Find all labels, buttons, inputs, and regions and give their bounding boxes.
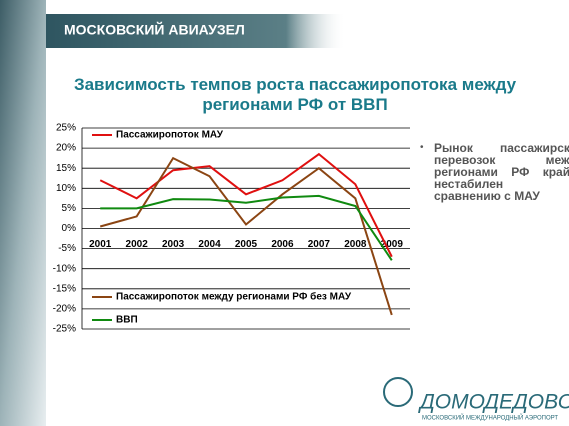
logo-name: ДОМОДЕДОВО — [418, 391, 569, 414]
x-tick-label: 2004 — [198, 239, 221, 250]
bullet-dot: • — [420, 142, 424, 153]
legend-label: Пассажиропоток МАУ — [116, 130, 224, 141]
side-image — [0, 0, 46, 426]
x-tick-label: 2009 — [381, 239, 404, 250]
y-tick-label: -10% — [53, 263, 76, 274]
series-line — [100, 194, 393, 261]
header: МОСКОВСКИЙ АВИАУЗЕЛ — [64, 21, 245, 38]
y-tick-label: -15% — [53, 283, 76, 294]
x-tick-label: 2002 — [126, 239, 149, 250]
x-tick-label: 2005 — [235, 239, 258, 250]
y-tick-label: 0% — [62, 223, 77, 234]
legend-label: Пассажиропоток между регионами РФ без МА… — [116, 291, 352, 303]
y-tick-label: -25% — [53, 324, 76, 335]
logo-icon — [383, 377, 414, 407]
y-tick-label: 5% — [62, 203, 77, 214]
y-tick-label: 25% — [56, 123, 76, 134]
legend-label: ВВП — [116, 315, 138, 326]
series-line — [99, 152, 393, 258]
x-tick-label: 2003 — [162, 239, 185, 250]
y-tick-label: -20% — [53, 304, 76, 315]
logo-tagline: МОСКОВСКИЙ МЕЖДУНАРОДНЫЙ АЭРОПОРТ — [422, 414, 558, 422]
chart-title: Зависимость темпов роста пассажиропотока… — [74, 75, 517, 94]
x-tick-label: 2008 — [344, 239, 367, 250]
chart-title: регионами РФ от ВВП — [202, 95, 387, 114]
y-tick-label: 15% — [56, 163, 76, 174]
x-tick-label: 2001 — [89, 239, 112, 250]
y-tick-label: -5% — [58, 243, 76, 254]
header-band — [46, 14, 346, 48]
x-tick-label: 2006 — [271, 239, 294, 250]
y-tick-label: 10% — [56, 183, 76, 194]
y-tick-label: 20% — [56, 143, 76, 154]
bullet-text: Рынок пассажирских перевозок между регио… — [434, 141, 569, 203]
series-line — [99, 156, 393, 316]
x-tick-label: 2007 — [308, 239, 331, 250]
